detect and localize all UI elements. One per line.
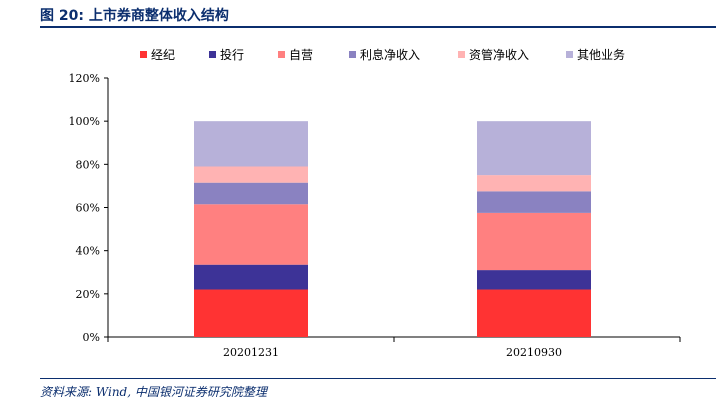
bar-segment — [194, 264, 308, 290]
figure-header: 图 20: 上市券商整体收入结构 — [0, 0, 727, 28]
y-tick-label: 120% — [69, 72, 100, 85]
legend-label: 其他业务 — [577, 47, 625, 62]
legend-swatch — [458, 51, 465, 58]
source-note: 资料来源: Wind, 中国银河证券研究院整理 — [40, 385, 267, 399]
bar-segment — [477, 289, 591, 337]
bars — [194, 121, 591, 337]
y-tick-label: 40% — [76, 245, 100, 258]
header-rule — [40, 26, 716, 28]
bar-segment — [194, 166, 308, 183]
legend-label: 利息净收入 — [360, 47, 420, 62]
legend-swatch — [566, 51, 573, 58]
bar-segment — [477, 212, 591, 271]
legend-swatch — [349, 51, 356, 58]
bar-segment — [194, 204, 308, 265]
bar-segment — [194, 121, 308, 167]
figure-footer: 资料来源: Wind, 中国银河证券研究院整理 — [0, 370, 727, 400]
bar-segment — [477, 191, 591, 213]
legend-label: 经纪 — [151, 48, 175, 62]
x-tick-label: 20201231 — [223, 346, 279, 359]
stacked-bar-chart: 经纪 投行 自营 利息净收入 资管净收入 其他业务 0% 20% 40% 60% 80% 100% 1… — [69, 47, 681, 359]
chart-legend: 经纪 投行 自营 利息净收入 资管净收入 其他业务 — [140, 47, 625, 62]
bar-segment — [477, 270, 591, 290]
figure-title: 图 20: 上市券商整体收入结构 — [40, 5, 229, 25]
y-axis: 0% 20% 40% 60% 80% 100% 120% — [69, 72, 109, 344]
legend-swatch — [140, 51, 147, 58]
legend-swatch — [209, 51, 216, 58]
legend-label: 投行 — [220, 47, 244, 62]
x-axis: 20201231 20210930 — [107, 336, 681, 359]
legend-label: 自营 — [289, 48, 313, 62]
legend-swatch — [278, 51, 285, 58]
y-tick-label: 60% — [76, 202, 100, 215]
y-tick-label: 80% — [76, 158, 100, 171]
footer-rule — [40, 378, 716, 379]
legend-label: 资管净收入 — [469, 47, 529, 62]
bar-segment — [194, 182, 308, 205]
y-tick-label: 20% — [76, 288, 100, 301]
figure-label: 图 20: — [40, 8, 84, 24]
figure-title-text: 上市券商整体收入结构 — [88, 8, 229, 24]
y-tick-label: 0% — [83, 331, 100, 344]
bar-segment — [477, 175, 591, 192]
y-tick-label: 100% — [69, 115, 100, 128]
x-tick-label: 20210930 — [506, 346, 562, 359]
bar-segment — [194, 289, 308, 337]
bar-segment — [477, 121, 591, 176]
